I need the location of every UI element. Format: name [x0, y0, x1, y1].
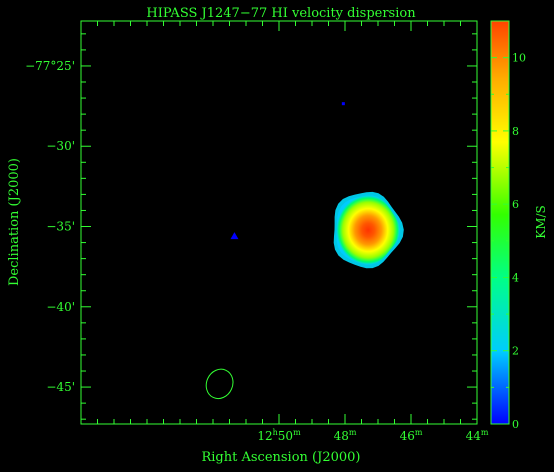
y-axis-label: Declination (J2000) [7, 158, 22, 286]
x-tick-label-minute-unit: m [293, 428, 301, 437]
x-axis-ticks: 12h50m 48m 46m 44m [97, 21, 489, 443]
y-tick-label: −40' [46, 300, 75, 314]
colorbar-gradient [490, 20, 510, 425]
data-layer [205, 102, 404, 400]
x-tick-label: 44m [466, 428, 489, 443]
colorbar-tick-label: 4 [512, 271, 519, 284]
y-axis-ticks: −77°25' −30' −35' −40' −45' [25, 33, 477, 420]
x-tick-label-main: 46 [400, 429, 415, 443]
y-tick-label: −45' [46, 380, 75, 394]
x-tick-label-main: 12 [257, 429, 272, 443]
y-tick-label: −77°25' [25, 59, 75, 73]
x-tick-label: 46m [400, 428, 423, 443]
emission-blip-2 [230, 232, 239, 240]
x-tick-label-minute-unit: m [481, 428, 489, 437]
colorbar-label: KM/S [534, 205, 548, 239]
chart-title: HIPASS J1247−77 HI velocity dispersion [146, 6, 416, 21]
x-tick-label-minute-unit: m [415, 428, 423, 437]
colorbar-tick-label: 8 [512, 125, 519, 138]
colorbar-tick-label: 0 [512, 418, 519, 431]
colorbar-tick-label: 6 [512, 198, 519, 211]
x-tick-label: 48m [334, 428, 357, 443]
x-tick-label: 12h50m [257, 428, 301, 443]
x-tick-label-minutes: 50 [278, 429, 293, 443]
plot-frame [80, 20, 478, 425]
emission-blip-1 [341, 102, 345, 106]
colorbar-ticks: 0 2 4 6 8 10 [491, 52, 526, 431]
galaxy-emission [333, 191, 404, 269]
beam-ellipse [205, 368, 234, 400]
y-tick-label: −35' [46, 220, 75, 234]
x-tick-label-minute-unit: m [349, 428, 357, 437]
x-tick-label-main: 44 [466, 429, 482, 443]
x-axis-label: Right Ascension (J2000) [201, 450, 360, 465]
x-tick-label-main: 48 [334, 429, 349, 443]
galaxy-dispersion-field [336, 195, 400, 265]
colorbar-tick-label: 2 [512, 345, 519, 358]
x-tick-label-hour-unit: h [273, 428, 278, 437]
y-tick-label: −30' [46, 139, 75, 153]
colorbar-tick-label: 10 [512, 52, 526, 65]
